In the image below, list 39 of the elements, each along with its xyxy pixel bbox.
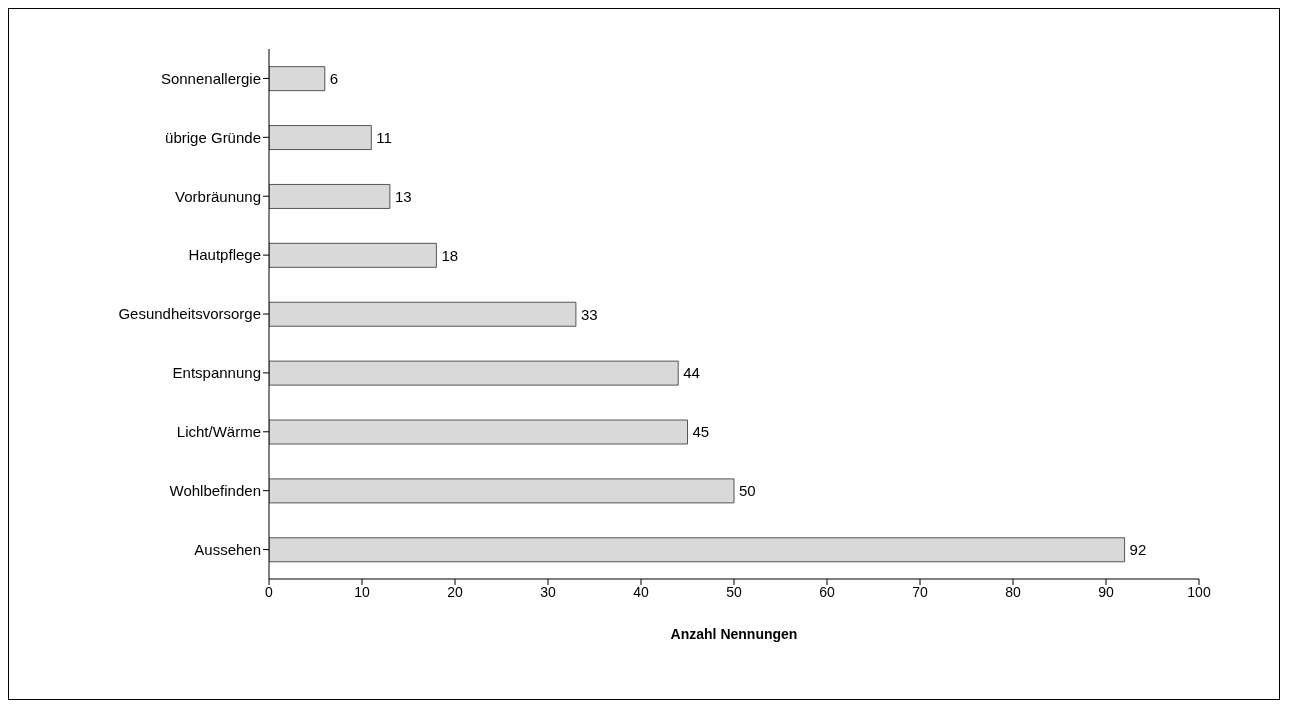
bar bbox=[269, 301, 577, 327]
y-tick-label: Entspannung bbox=[172, 364, 261, 382]
bar bbox=[269, 537, 1126, 563]
data-label: 13 bbox=[394, 187, 412, 205]
data-label: 45 bbox=[692, 423, 710, 441]
x-tick-label: 80 bbox=[1005, 583, 1021, 600]
bar bbox=[269, 242, 437, 268]
bar bbox=[269, 360, 679, 386]
data-label: 18 bbox=[441, 246, 459, 264]
y-tick-label: Sonnenallergie bbox=[160, 69, 261, 87]
y-tick-label: Licht/Wärme bbox=[176, 423, 261, 441]
bar bbox=[269, 183, 391, 209]
x-tick-label: 100 bbox=[1187, 583, 1211, 600]
bar bbox=[269, 125, 372, 151]
x-tick-label: 70 bbox=[912, 583, 928, 600]
x-tick-label: 60 bbox=[819, 583, 835, 600]
data-label: 50 bbox=[739, 482, 756, 500]
x-tick-label: 10 bbox=[354, 583, 370, 600]
x-tick-label: 90 bbox=[1098, 583, 1114, 600]
bar bbox=[269, 478, 735, 504]
y-tick-label: Gesundheitsvorsorge bbox=[118, 305, 261, 323]
y-tick-label: Aussehen bbox=[194, 540, 261, 558]
y-tick-label: Vorbräunung bbox=[175, 187, 261, 205]
x-tick-label: 30 bbox=[540, 583, 556, 600]
bar bbox=[269, 419, 688, 445]
x-axis-title: Anzahl Nennungen bbox=[670, 626, 798, 642]
bar bbox=[269, 66, 326, 92]
x-tick-label: 20 bbox=[447, 583, 463, 600]
data-label: 11 bbox=[376, 128, 392, 146]
y-tick-label: Hautpflege bbox=[188, 246, 261, 264]
x-tick-label: 0 bbox=[265, 583, 274, 600]
x-tick-label: 40 bbox=[633, 583, 649, 600]
data-label: 92 bbox=[1129, 541, 1147, 559]
x-tick-label: 50 bbox=[726, 583, 742, 600]
data-label: 44 bbox=[683, 364, 700, 382]
y-tick-label: übrige Gründe bbox=[165, 128, 261, 146]
y-tick-label: Wohlbefinden bbox=[169, 481, 261, 499]
data-label: 33 bbox=[580, 305, 598, 323]
data-label: 6 bbox=[329, 69, 339, 87]
